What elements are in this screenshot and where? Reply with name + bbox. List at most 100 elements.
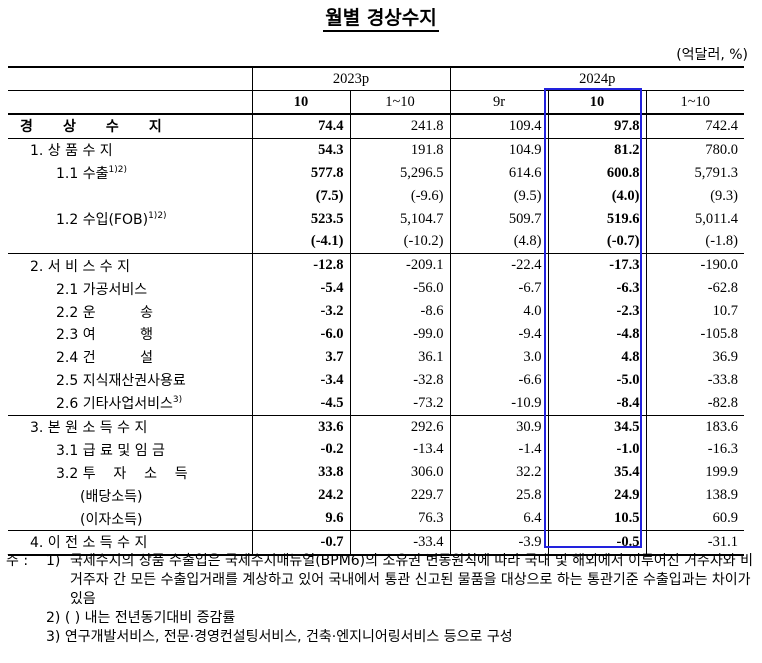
- table-cell: (7.5): [251, 184, 350, 208]
- table-row: 1. 상 품 수 지 54.3 191.8 104.9 81.2 780.0: [8, 137, 744, 162]
- row-label: [8, 185, 252, 208]
- table-cell: 36.1: [349, 345, 450, 369]
- table-cell: -22.4: [449, 253, 548, 278]
- table-cell: (-0.7): [547, 230, 646, 254]
- row-label-text: 2.5 지식재산권사용료: [56, 373, 186, 390]
- row-label-text: 3. 본 원 소 득 수 지: [30, 420, 148, 437]
- table-body: 경 상 수 지 74.4 241.8 109.4 97.8 742.4 1. 상 품 수 지…: [8, 114, 744, 556]
- table-cell: 577.8: [251, 161, 350, 185]
- table-cell: -6.6: [449, 368, 548, 392]
- table-cell: 32.2: [449, 461, 548, 485]
- table-cell: (-9.6): [349, 184, 450, 208]
- table-cell: -1.0: [547, 438, 646, 462]
- footnote-1: 주 : 1) 국제수지의 상품 수출입은 국제수지매뉴얼(BPM6)의 소유권 …: [6, 552, 756, 609]
- table-cell: -9.4: [449, 323, 548, 346]
- table-row: 경 상 수 지 74.4 241.8 109.4 97.8 742.4: [8, 114, 744, 139]
- table-cell: 35.4: [547, 461, 646, 485]
- row-label: [8, 230, 252, 253]
- table-row: 2.3 여 행 -6.0 -99.0 -9.4 -4.8 -105.8: [8, 323, 744, 346]
- header-row-years: 2023p 2024p: [8, 66, 744, 91]
- row-label-text: 4. 이 전 소 득 수 지: [30, 535, 148, 552]
- header-col-2023-1-10: 1~10: [349, 90, 450, 115]
- table-cell: 5,104.7: [349, 207, 450, 231]
- table-cell: (9.5): [449, 184, 548, 208]
- row-label: 2. 서 비 스 수 지: [8, 253, 252, 278]
- footnote-2-tag: 2): [46, 610, 61, 626]
- table-cell: (-10.2): [349, 230, 450, 254]
- table-row: 2.4 건 설 3.7 36.1 3.0 4.8 36.9: [8, 345, 744, 369]
- table-row: 1.1 수출1)2) 577.8 5,296.5 614.6 600.8 5,791.3: [8, 161, 744, 185]
- table-cell: 10.7: [645, 300, 744, 324]
- table-cell: -73.2: [349, 391, 450, 416]
- header-col-2024-9r: 9r: [449, 90, 548, 115]
- table-cell: 33.6: [251, 414, 350, 439]
- row-label: 경 상 수 지: [8, 114, 252, 138]
- table-cell: 600.8: [547, 161, 646, 185]
- table-cell: 614.6: [449, 161, 548, 185]
- footnote-3-text: 연구개발서비스, 전문·경영컨설팅서비스, 건축·엔지니어링서비스 등으로 구성: [64, 629, 513, 645]
- table-cell: 4.0: [449, 300, 548, 324]
- footnote-prefix: 주 :: [6, 553, 29, 569]
- table-cell: -190.0: [645, 253, 744, 278]
- table-cell: -209.1: [349, 253, 450, 278]
- footnote-2: 2) ( ) 내는 전년동기대비 증감률: [6, 609, 756, 628]
- table-cell: 509.7: [449, 207, 548, 231]
- footnote-marker: 1)2): [148, 211, 167, 221]
- table-cell: 5,296.5: [349, 161, 450, 185]
- table-cell: 292.6: [349, 414, 450, 439]
- table-cell: 10.5: [547, 507, 646, 531]
- header-corner: [8, 66, 252, 91]
- table-cell: 306.0: [349, 461, 450, 485]
- table-cell: -6.3: [547, 277, 646, 301]
- table-cell: 34.5: [547, 414, 646, 439]
- table-cell: -99.0: [349, 323, 450, 346]
- header-col-2023-10: 10: [251, 90, 350, 115]
- footnote-2-text: ( ) 내는 전년동기대비 증감률: [64, 610, 236, 626]
- table-cell: -3.2: [251, 300, 350, 324]
- table-cell: -6.7: [449, 277, 548, 301]
- table-cell: -33.8: [645, 368, 744, 392]
- table-row: 2.6 기타사업서비스3) -4.5 -73.2 -10.9 -8.4 -82.8: [8, 391, 744, 416]
- table-cell: 199.9: [645, 461, 744, 485]
- table-cell: -17.3: [547, 253, 646, 278]
- table-cell: (4.0): [547, 184, 646, 208]
- row-label: 3.2 투 자 소 득: [8, 461, 252, 484]
- table-cell: 30.9: [449, 414, 548, 439]
- header-col-2024-1-10: 1~10: [645, 90, 744, 115]
- table-cell: 104.9: [449, 137, 548, 162]
- table-cell: 24.2: [251, 484, 350, 508]
- row-label-text: 2.3 여 행: [56, 327, 153, 344]
- row-label-text: 2. 서 비 스 수 지: [30, 258, 131, 275]
- row-label: 4. 이 전 소 득 수 지: [8, 530, 252, 556]
- table-cell: 81.2: [547, 137, 646, 162]
- row-label-text: (이자소득): [80, 511, 143, 528]
- table-cell: -5.4: [251, 277, 350, 301]
- table-cell: 3.7: [251, 345, 350, 369]
- table-cell: 5,011.4: [645, 207, 744, 231]
- table-cell: 780.0: [645, 137, 744, 162]
- table-cell: 183.6: [645, 414, 744, 439]
- table-cell: 109.4: [449, 114, 548, 139]
- row-label-text: 3.2 투 자 소 득: [56, 465, 188, 482]
- table-cell: -8.4: [547, 391, 646, 416]
- table-cell: 519.6: [547, 207, 646, 231]
- table-cell: -8.6: [349, 300, 450, 324]
- table-cell: 76.3: [349, 507, 450, 531]
- table-row: 2.1 가공서비스 -5.4 -56.0 -6.7 -6.3 -62.8: [8, 277, 744, 301]
- row-label: 3. 본 원 소 득 수 지: [8, 414, 252, 439]
- table-row: 3. 본 원 소 득 수 지 33.6 292.6 30.9 34.5 183.6: [8, 414, 744, 439]
- table-cell: 97.8: [547, 114, 646, 139]
- header-col-2024-10: 10: [547, 90, 646, 115]
- table-cell: -3.4: [251, 368, 350, 392]
- row-label-text: 2.1 가공서비스: [56, 281, 148, 298]
- row-label: 1.2 수입(FOB)1)2): [8, 208, 252, 231]
- row-label-text: 1. 상 품 수 지: [30, 143, 113, 160]
- table-cell: -16.3: [645, 438, 744, 462]
- table-cell: 25.8: [449, 484, 548, 508]
- table-row: (7.5) (-9.6) (9.5) (4.0) (9.3): [8, 184, 744, 208]
- table-cell: 191.8: [349, 137, 450, 162]
- table-cell: 4.8: [547, 345, 646, 369]
- table-row: 4. 이 전 소 득 수 지 -0.7 -33.4 -3.9 -0.5 -31.1: [8, 530, 744, 556]
- table-row: 1.2 수입(FOB)1)2) 523.5 5,104.7 509.7 519.6 5,0…: [8, 207, 744, 231]
- table-cell: -3.9: [449, 530, 548, 556]
